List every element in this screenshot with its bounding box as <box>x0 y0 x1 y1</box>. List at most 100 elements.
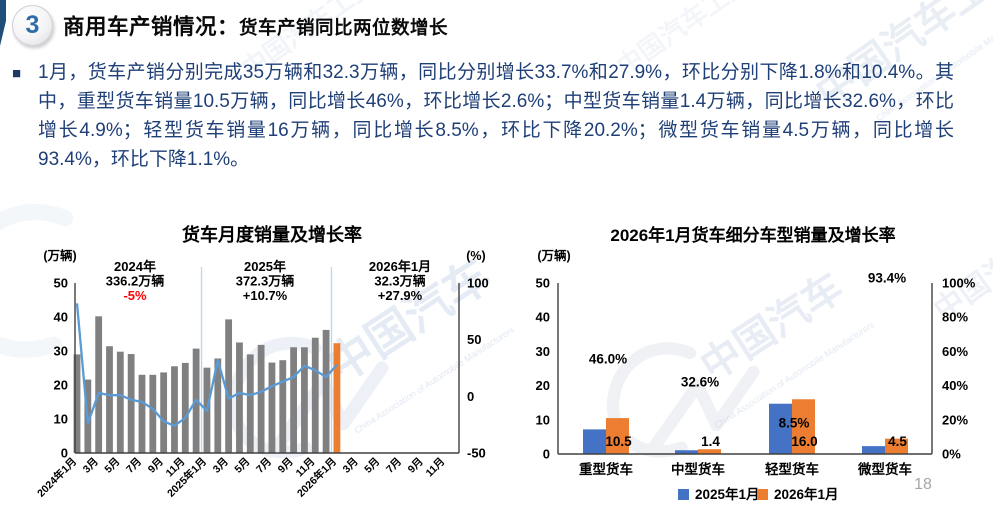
monthly-sales-bar <box>116 351 124 453</box>
right-axis-tick: 0 <box>467 389 474 404</box>
x-axis-tick: 3月 <box>81 456 101 476</box>
year-annotation: -5% <box>123 288 147 303</box>
monthly-sales-bar <box>301 347 308 453</box>
left-axis-title: (万辆) <box>537 248 570 263</box>
left-axis-tick: 40 <box>54 310 68 325</box>
x-axis-tick: 3月 <box>341 456 361 476</box>
right-axis-tick: 60% <box>942 344 968 359</box>
year-annotation: 2025年 <box>244 259 286 274</box>
right-axis-tick: 100 <box>467 276 489 291</box>
corner-accent-shape <box>0 0 6 46</box>
chart-title: 2026年1月货车细分车型销量及增长率 <box>610 225 895 245</box>
monthly-sales-bar <box>127 354 135 453</box>
left-axis-tick: 20 <box>54 378 68 393</box>
bar-2026 <box>885 438 908 454</box>
x-axis-tick: 9月 <box>406 456 426 476</box>
monthly-sales-bar <box>311 337 319 453</box>
bullet-square-icon: ■ <box>12 65 22 82</box>
monthly-sales-bar <box>279 360 287 453</box>
bar-2025 <box>675 450 698 454</box>
value-label: 4.5 <box>888 434 907 449</box>
value-label: 16.0 <box>791 434 817 449</box>
growth-label: 46.0% <box>589 351 627 366</box>
page-title: 商用车产销情况： <box>63 15 240 39</box>
monthly-sales-bar <box>225 319 233 453</box>
summary-text: 1月，货车产销分别完成35万辆和32.3万辆，同比分别增长33.7%和27.9%… <box>38 62 954 170</box>
monthly-sales-bar <box>138 374 146 453</box>
monthly-sales-bar <box>95 316 103 453</box>
x-axis-tick: 7月 <box>384 456 404 476</box>
value-label: 1.4 <box>701 434 720 449</box>
bar-2025 <box>862 446 885 454</box>
left-axis-tick: 30 <box>54 344 68 359</box>
x-axis-tick: 9月 <box>276 456 296 476</box>
bar-2026 <box>698 449 721 454</box>
page-number: 18 <box>914 476 932 493</box>
monthly-sales-bar <box>160 372 168 453</box>
right-axis-tick: 80% <box>942 310 968 325</box>
legend-swatch-2026 <box>757 489 768 500</box>
growth-label: 32.6% <box>681 374 719 389</box>
right-axis-tick: 50 <box>467 332 481 347</box>
year-annotation: 2024年 <box>114 259 156 274</box>
year-annotation: 2026年1月 <box>369 259 431 274</box>
header: 3 商用车产销情况： 货车产销同比两位数增长 <box>12 5 448 46</box>
section-number-badge: 3 <box>12 5 53 46</box>
growth-label: 8.5% <box>779 415 810 430</box>
value-label: 10.5 <box>605 434 632 449</box>
monthly-sales-bar <box>181 362 189 453</box>
bar-2026 <box>606 418 629 454</box>
year-annotation: 32.3万辆 <box>374 274 425 289</box>
growth-label: 93.4% <box>868 270 906 285</box>
x-axis-tick: 7月 <box>124 456 144 476</box>
left-axis-tick: 30 <box>536 344 550 359</box>
x-axis-tick: 5月 <box>362 456 382 476</box>
x-axis-tick: 7月 <box>254 456 274 476</box>
right-axis-tick: 100% <box>942 276 976 291</box>
right-axis-tick: 20% <box>942 412 968 427</box>
year-annotation: 372.3万辆 <box>236 274 295 289</box>
monthly-sales-bar <box>106 346 113 453</box>
right-axis-tick: -50 <box>467 446 486 461</box>
monthly-sales-bar <box>73 354 81 453</box>
monthly-sales-bar <box>257 344 265 453</box>
monthly-sales-bar <box>214 358 222 453</box>
left-axis-title: (万辆) <box>43 248 76 263</box>
left-axis-tick: 20 <box>536 378 550 393</box>
left-axis-tick: 0 <box>543 447 550 462</box>
left-axis-tick: 50 <box>536 276 550 291</box>
section-number: 3 <box>25 11 40 39</box>
summary-paragraph: ■ 1月，货车产销分别完成35万辆和32.3万辆，同比分别增长33.7%和27.… <box>12 58 954 174</box>
x-axis-tick: 3月 <box>211 456 231 476</box>
left-axis-tick: 10 <box>536 412 550 427</box>
category-label: 微型货车 <box>857 461 912 477</box>
year-annotation: +27.9% <box>378 288 423 303</box>
truck-segment-sales-chart: 重型货车 10.5 46.0% 中型货车 1.4 32.6% 轻型货车 16.0 8.5% 微型货… <box>528 224 990 514</box>
right-axis-tick: 0% <box>942 447 961 462</box>
bar-2025 <box>769 403 792 454</box>
truck-monthly-sales-chart: 0 10 20 30 40 50 -50 0 50 100 2024年1月 3月 5月 7月 9月 11月 20… <box>8 224 508 514</box>
x-axis-tick: 11月 <box>424 456 448 480</box>
bar-2025 <box>583 429 606 454</box>
left-axis-tick: 50 <box>54 276 68 291</box>
growth-rate-line <box>75 303 338 427</box>
x-axis-tick: 5月 <box>102 456 122 476</box>
monthly-sales-bar <box>236 342 243 453</box>
page-subtitle: 货车产销同比两位数增长 <box>239 17 449 38</box>
category-label: 轻型货车 <box>765 461 819 477</box>
left-axis-tick: 40 <box>536 310 550 325</box>
x-axis-tick: 2024年1月 <box>34 455 79 500</box>
monthly-sales-bar <box>290 347 297 453</box>
x-axis-tick: 9月 <box>146 456 166 476</box>
monthly-sales-bar <box>246 354 254 453</box>
chart-title: 货车月度销量及增长率 <box>182 224 362 245</box>
legend: 2025年1月 2026年1月 <box>678 486 839 502</box>
truck-segment-sales-chart-svg: 重型货车 10.5 46.0% 中型货车 1.4 32.6% 轻型货车 16.0 8.5% 微型货… <box>536 225 976 502</box>
x-axis-tick: 5月 <box>232 456 252 476</box>
legend-swatch-2025 <box>678 489 689 500</box>
monthly-sales-bar <box>268 362 276 453</box>
year-annotation: 336.2万辆 <box>106 274 165 289</box>
monthly-sales-bar <box>333 343 341 453</box>
left-axis-tick: 10 <box>54 412 68 427</box>
